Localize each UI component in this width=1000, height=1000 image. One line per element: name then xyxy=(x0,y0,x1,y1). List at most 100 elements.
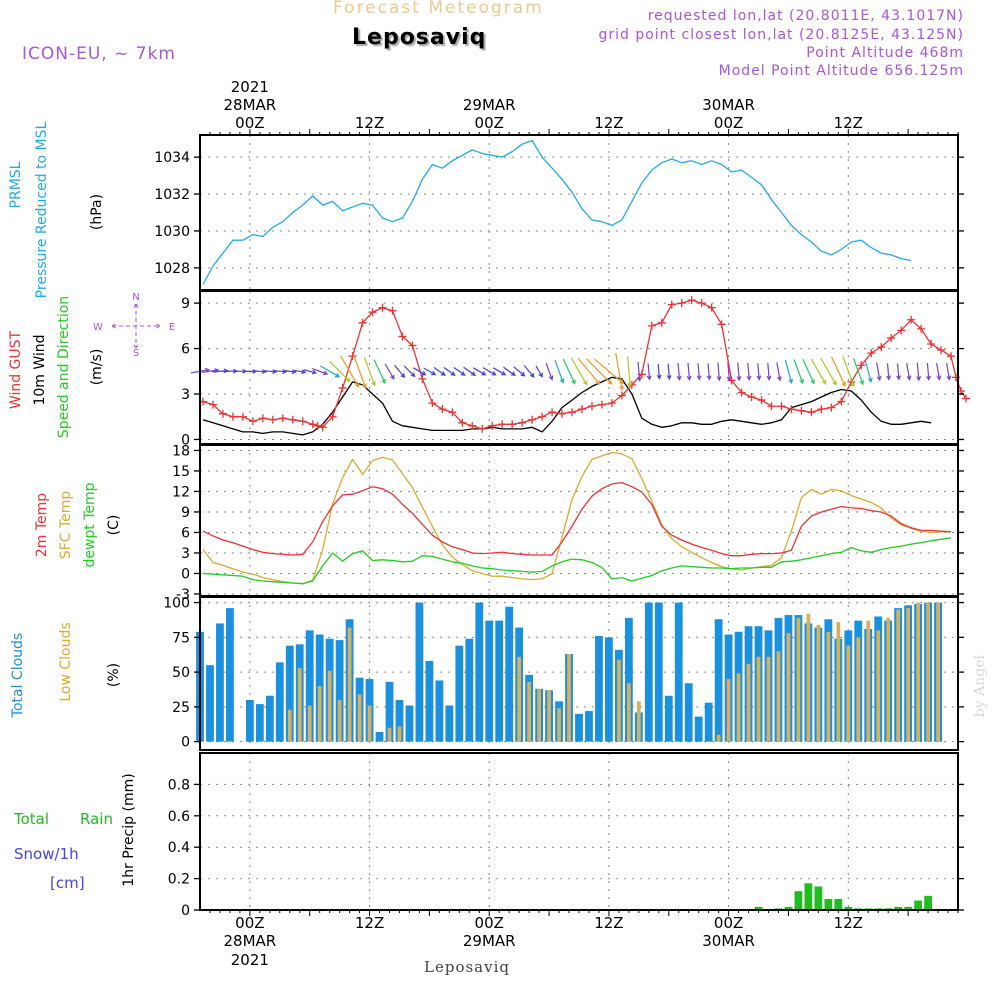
y-tick-label: -3 xyxy=(176,587,190,603)
y-tick-label: 12 xyxy=(172,484,190,500)
wind-arrow xyxy=(329,360,351,383)
low-cloud-bar xyxy=(357,694,362,742)
low-cloud-bar xyxy=(796,617,801,742)
low-cloud-bar xyxy=(866,620,871,742)
total-cloud-bar xyxy=(455,645,464,742)
low-cloud-bar xyxy=(527,681,532,742)
total-cloud-bar xyxy=(585,711,593,742)
compass-w: W xyxy=(93,322,103,333)
wind-arrow xyxy=(906,362,912,381)
low-cloud-bar xyxy=(786,633,791,742)
requested-coords: requested lon,lat (20.8011E, 43.1017N) xyxy=(647,8,964,24)
low-cloud-bar xyxy=(337,699,342,742)
y-tick-label: 0 xyxy=(181,903,190,919)
total-cloud-bar xyxy=(375,731,384,742)
rain-bar xyxy=(894,906,903,910)
gust-marker xyxy=(518,418,527,427)
wind-arrow xyxy=(513,366,526,377)
low-cloud-bar xyxy=(726,679,731,742)
y-tick-label: 3 xyxy=(181,546,190,562)
wind-arrow xyxy=(686,362,692,381)
wind-arrow xyxy=(896,363,902,381)
gust-marker xyxy=(597,400,606,409)
low-cloud-bar xyxy=(746,663,751,742)
gust-marker xyxy=(378,303,387,312)
time-label-top: 00Z xyxy=(714,114,743,132)
gust-marker xyxy=(528,415,537,424)
gust-marker xyxy=(498,420,507,429)
pressure-line xyxy=(202,139,912,285)
low-cloud-bar xyxy=(547,690,551,742)
wind-arrow xyxy=(766,362,772,381)
gust-marker xyxy=(857,361,866,370)
y-tick-label: 0 xyxy=(181,735,190,751)
gust-marker xyxy=(757,396,766,405)
gust-marker xyxy=(687,296,696,305)
low-cloud-bar xyxy=(317,686,322,742)
gust-marker xyxy=(438,405,447,414)
temp-unit-label: (C) xyxy=(106,515,122,536)
low-cloud-bar xyxy=(776,651,781,742)
wind-arrow xyxy=(253,369,267,374)
clouds-total-label: Total Clouds xyxy=(10,633,26,718)
gust-marker xyxy=(937,346,946,355)
total-cloud-bar xyxy=(505,606,514,742)
temp-2m-label: 2m Temp xyxy=(34,493,50,557)
grid-layer xyxy=(200,135,958,911)
low-cloud-bar xyxy=(756,656,761,742)
rain-bar xyxy=(814,886,823,910)
gust-marker xyxy=(577,405,586,414)
low-cloud-bar xyxy=(916,602,920,742)
wind-arrow xyxy=(545,362,554,381)
compass-s: S xyxy=(133,348,139,359)
wind-arrow xyxy=(294,369,307,375)
gust-marker xyxy=(947,352,956,361)
wind-arrow xyxy=(666,363,672,381)
rain-bar xyxy=(824,899,833,910)
total-cloud-bar xyxy=(265,695,274,742)
rain-bar xyxy=(924,895,932,910)
total-cloud-bar xyxy=(664,695,673,742)
y-tick-label: 3 xyxy=(181,387,190,403)
wind-arrow xyxy=(830,356,846,387)
gust-marker xyxy=(313,421,322,430)
y-tick-label: 0.4 xyxy=(168,840,190,856)
wind-gust-label: Wind GUST xyxy=(8,330,24,409)
point-altitude: Point Altitude 468m xyxy=(806,45,964,61)
dewpt-temp-line xyxy=(202,537,952,585)
y-tick-label: 18 xyxy=(172,443,190,459)
precip-rain-label: Rain xyxy=(80,810,113,828)
wind-arrow xyxy=(523,365,535,378)
gust-marker xyxy=(767,402,776,411)
date-label-top: 28MAR xyxy=(224,96,277,114)
wind-arrow xyxy=(283,369,297,375)
total-cloud-bar xyxy=(206,665,214,742)
gust-marker xyxy=(907,315,916,324)
low-cloud-bar xyxy=(806,613,811,742)
low-cloud-bar xyxy=(557,708,561,742)
gust-marker xyxy=(418,374,427,383)
wind-arrow xyxy=(706,363,712,381)
temp-2m-line xyxy=(202,481,952,557)
wind-arrow xyxy=(363,356,376,387)
compass-n: N xyxy=(132,292,139,303)
gust-marker xyxy=(568,408,577,417)
time-label-bottom: 12Z xyxy=(834,914,863,932)
wind-arrow xyxy=(373,359,386,385)
wind-arrow xyxy=(946,362,952,381)
wind-arrow xyxy=(716,362,722,382)
wind-arrow xyxy=(636,361,642,382)
gust-marker xyxy=(458,418,467,427)
wind-arrow xyxy=(503,366,516,377)
gust-marker xyxy=(468,421,477,430)
y-tick-label: 0.8 xyxy=(168,777,190,793)
wind-10m-label: 10m Wind xyxy=(32,334,48,405)
low-cloud-bar xyxy=(397,726,402,742)
wind-arrow xyxy=(802,359,815,385)
wind-arrow xyxy=(319,365,341,378)
wind-arrow xyxy=(676,362,682,381)
page-title: Leposaviq xyxy=(352,25,487,50)
gust-marker xyxy=(837,397,846,406)
low-cloud-bar xyxy=(347,627,352,742)
